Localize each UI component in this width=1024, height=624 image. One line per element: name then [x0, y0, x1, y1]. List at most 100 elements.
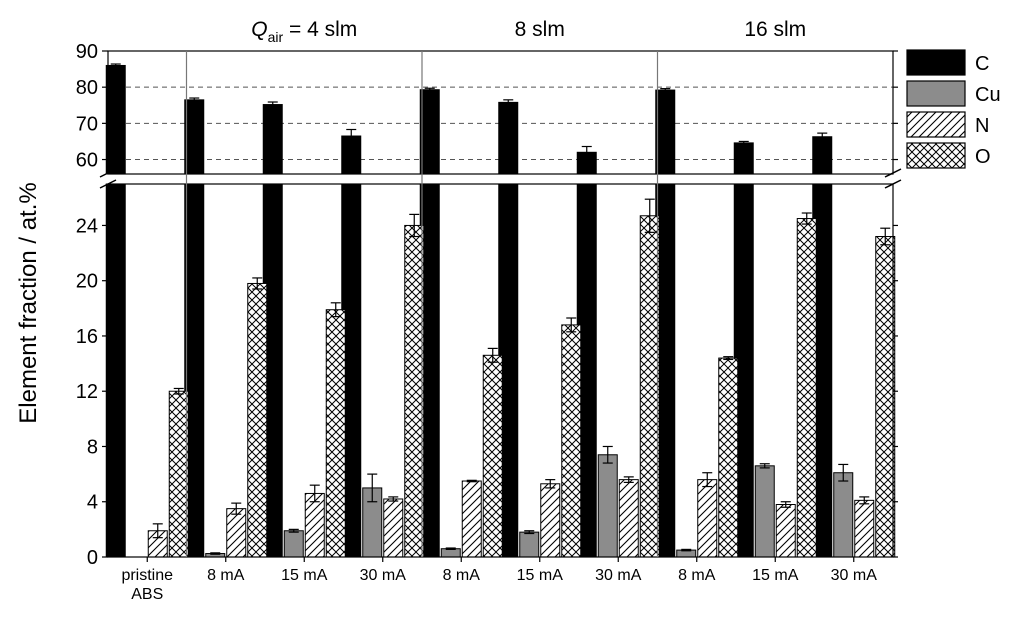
- bar-N-8: [775, 504, 796, 558]
- bar-N-2: [304, 492, 325, 558]
- y-tick-80: 80: [76, 77, 98, 99]
- bar-N-6: [618, 479, 639, 558]
- error-bar-Cu-3: [367, 473, 378, 503]
- y-tick-90: 90: [76, 41, 98, 63]
- error-bar-Cu-5: [524, 530, 535, 535]
- bar-C-2: [262, 104, 283, 175]
- legend: C Cu NO: [906, 49, 1001, 169]
- error-bar-Cu-8: [759, 463, 770, 469]
- bar-O-9: [875, 235, 896, 558]
- x-tick-label: 30 mA: [595, 567, 642, 584]
- group-label-value: = 4 slm: [283, 18, 357, 41]
- group-label-2: 16 slm: [744, 18, 806, 41]
- y-tick-8: 8: [87, 436, 98, 458]
- x-tick-label: 30 mA: [360, 567, 407, 584]
- bar-C-0-lower: [105, 183, 126, 558]
- error-bar-N-8: [780, 501, 791, 508]
- error-bar-Cu-4: [445, 547, 456, 551]
- bar-N-3: [383, 498, 404, 558]
- bar-N-9: [854, 499, 875, 558]
- bar-Cu-8: [754, 465, 775, 558]
- error-bar-O-5: [566, 317, 577, 333]
- bar-O-4: [482, 354, 503, 558]
- error-bar-Cu-6: [602, 445, 613, 464]
- y-tick-16: 16: [76, 326, 98, 348]
- y-tick-0: 0: [87, 547, 98, 569]
- y-tick-70: 70: [76, 113, 98, 135]
- plot-frame: [99, 50, 902, 558]
- bar-O-7: [718, 357, 739, 558]
- upper-panel-frame: [107, 50, 894, 175]
- error-bar-Cu-9: [838, 463, 849, 482]
- bar-N-5: [540, 483, 561, 558]
- error-bar-C-2: [267, 101, 278, 108]
- error-bar-N-1: [231, 502, 242, 515]
- legend-swatch-O: [906, 142, 966, 169]
- upper-gridlines: [108, 86, 893, 161]
- bar-C-1: [184, 99, 205, 175]
- error-bar-N-7: [702, 472, 713, 488]
- lower-panel-frame: [107, 183, 894, 558]
- bar-N-1: [226, 508, 247, 558]
- y-tick-12: 12: [76, 381, 98, 403]
- bar-Cu-9: [833, 472, 854, 558]
- error-bar-N-9: [859, 496, 870, 505]
- error-bar-O-8: [801, 212, 812, 225]
- y-tick-4: 4: [87, 492, 98, 514]
- group-label-1: 8 slm: [515, 18, 565, 41]
- error-bar-O-2: [330, 302, 341, 318]
- legend-swatch-N: [906, 111, 966, 138]
- x-tick-label: pristine: [121, 567, 173, 584]
- bar-C-9: [812, 136, 833, 175]
- legend-label-Cu: Cu: [975, 84, 1001, 106]
- group-label-value: 8 slm: [515, 18, 565, 41]
- y-tick-24: 24: [76, 215, 98, 237]
- x-tick-label: 8 mA: [678, 567, 716, 584]
- error-bar-O-4: [487, 347, 498, 363]
- bar-O-5: [561, 324, 582, 558]
- y-tick-60: 60: [76, 150, 98, 172]
- bar-O-1: [247, 282, 268, 558]
- bar-C-7: [655, 89, 676, 175]
- error-bar-Cu-2: [288, 528, 299, 533]
- bar-O-2: [325, 309, 346, 558]
- bar-C-5: [498, 101, 519, 175]
- bar-C-4: [419, 89, 440, 175]
- error-bar-Cu-7: [681, 548, 692, 552]
- axis-break-mark: [884, 168, 902, 189]
- group-labels: Qair = 4 slm 8 slm 16 slm: [251, 18, 806, 45]
- error-bar-O-6: [644, 198, 655, 233]
- error-bar-O-7: [723, 356, 734, 361]
- error-bar-N-4: [466, 479, 477, 483]
- error-bar-O-1: [252, 277, 263, 290]
- legend-label-C: C: [975, 53, 989, 75]
- error-bar-C-5: [503, 99, 514, 106]
- bar-Cu-5: [519, 531, 540, 558]
- bar-marks: [105, 64, 896, 558]
- error-bar-C-3: [346, 128, 357, 144]
- axis-break-mark: [99, 168, 117, 189]
- bar-N-4: [461, 480, 482, 558]
- x-axis-category-labels: pristine ABS 8 mA 15 mA 30 mA 8 mA 15 mA 30 mA 8…: [121, 557, 877, 603]
- error-bar-N-2: [309, 484, 320, 503]
- error-bar-C-7: [660, 88, 671, 93]
- group-label-symbol: Q: [251, 18, 267, 41]
- group-label-subscript: air: [268, 29, 284, 45]
- error-bar-O-3: [409, 213, 420, 238]
- x-tick-label: 15 mA: [517, 567, 564, 584]
- y-axis-label: Element fraction / at.%: [15, 182, 42, 423]
- group-label-value: 16 slm: [744, 18, 806, 41]
- legend-swatch-C: [906, 49, 966, 76]
- error-bar-C-0: [110, 63, 121, 68]
- error-bars: [110, 63, 891, 555]
- error-bar-C-8: [738, 140, 749, 145]
- x-tick-label: 15 mA: [281, 567, 328, 584]
- bar-O-8: [796, 218, 817, 558]
- y-tick-20: 20: [76, 271, 98, 293]
- error-bar-Cu-1: [210, 552, 221, 555]
- legend-item-O: O: [906, 142, 991, 169]
- error-bar-C-4: [424, 87, 435, 92]
- x-tick-label: 8 mA: [207, 567, 245, 584]
- bar-C-8: [733, 142, 754, 175]
